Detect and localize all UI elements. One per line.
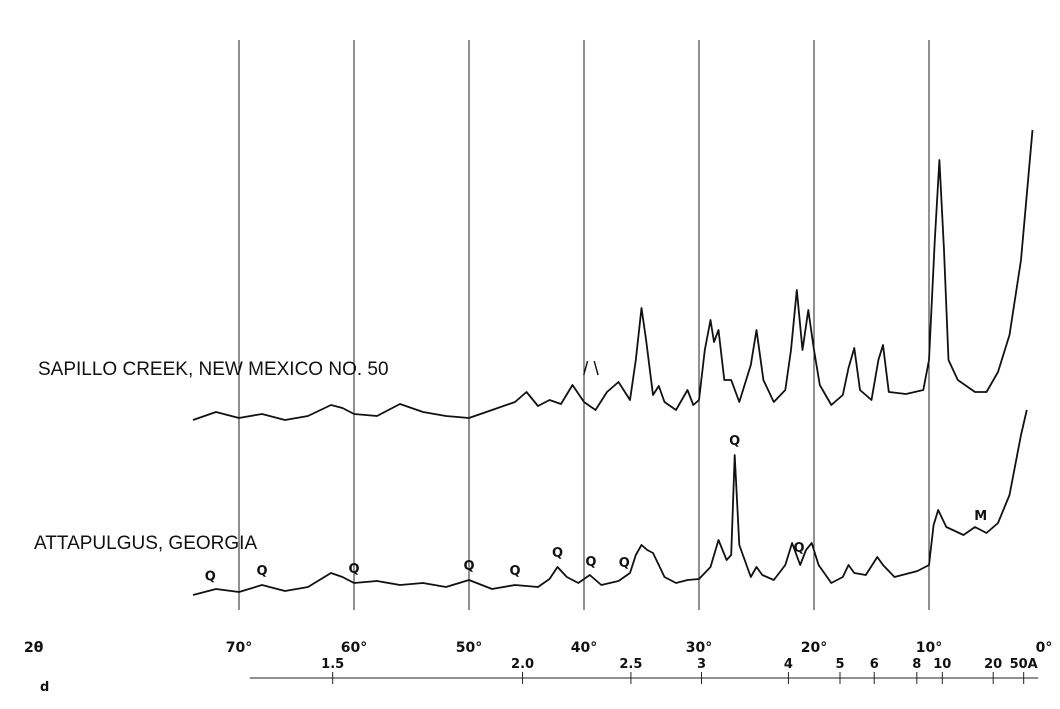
peak-mark-10: M xyxy=(974,509,987,524)
series-label-sapillo: SAPILLO CREEK, NEW MEXICO NO. 50 xyxy=(38,359,389,380)
sample-labels: SAPILLO CREEK, NEW MEXICO NO. 50 / \ ATT… xyxy=(34,359,600,554)
d-tick-label-2: 2.5 xyxy=(619,657,642,672)
d-tick-label-10: 50A xyxy=(1010,657,1038,672)
peak-mark-0: Q xyxy=(205,570,216,585)
d-tick-label-8: 10 xyxy=(933,657,951,672)
series-label-attapulgus: ATTAPULGUS, GEORGIA xyxy=(34,533,257,554)
d-tick-label-7: 8 xyxy=(912,657,921,672)
d-tick-label-4: 4 xyxy=(784,657,793,672)
d-tick-label-6: 6 xyxy=(870,657,879,672)
x-tick-label-0: 70° xyxy=(226,640,252,656)
d-spacing-axis: d 1.5 2.0 2.5 3 4 5 6 8 10 20 50A xyxy=(40,657,1038,695)
peak-mark-1: Q xyxy=(256,564,267,579)
x-tick-label-7: 0° xyxy=(1036,640,1053,656)
d-tick-label-3: 3 xyxy=(697,657,706,672)
x-tick-label-5: 20° xyxy=(801,640,827,656)
grid-lines xyxy=(239,40,929,610)
series-trace-1 xyxy=(193,410,1027,595)
d-tick-label-5: 5 xyxy=(835,657,844,672)
peak-mark-5: Q xyxy=(552,546,563,561)
x-tick-label-3: 40° xyxy=(571,640,597,656)
peak-mark-2: Q xyxy=(348,562,359,577)
peak-mark-9: Q xyxy=(794,541,805,556)
x-tick-label-6: 10° xyxy=(916,640,942,656)
d-tick-label-9: 20 xyxy=(984,657,1002,672)
x-tick-label-1: 60° xyxy=(341,640,367,656)
peak-mark-6: Q xyxy=(585,555,596,570)
peak-mark-8: Q xyxy=(729,434,740,449)
peak-mark-4: Q xyxy=(509,564,520,579)
x-tick-label-2: 50° xyxy=(456,640,482,656)
d-tick-label-1: 2.0 xyxy=(511,657,534,672)
peak-marks: Q Q Q Q Q Q Q Q Q Q M xyxy=(205,434,988,585)
two-theta-axis: 2θ 70° 60° 50° 40° 30° 20° 10° 0° xyxy=(24,640,1052,656)
peak-mark-7: Q xyxy=(619,556,630,571)
peak-mark-3: Q xyxy=(463,559,474,574)
x-axis-name: 2θ xyxy=(24,640,44,656)
d-tick-label-0: 1.5 xyxy=(321,657,344,672)
series-annotation-sapillo: / \ xyxy=(583,359,600,380)
x-tick-label-4: 30° xyxy=(686,640,712,656)
d-axis-name: d xyxy=(40,680,49,695)
